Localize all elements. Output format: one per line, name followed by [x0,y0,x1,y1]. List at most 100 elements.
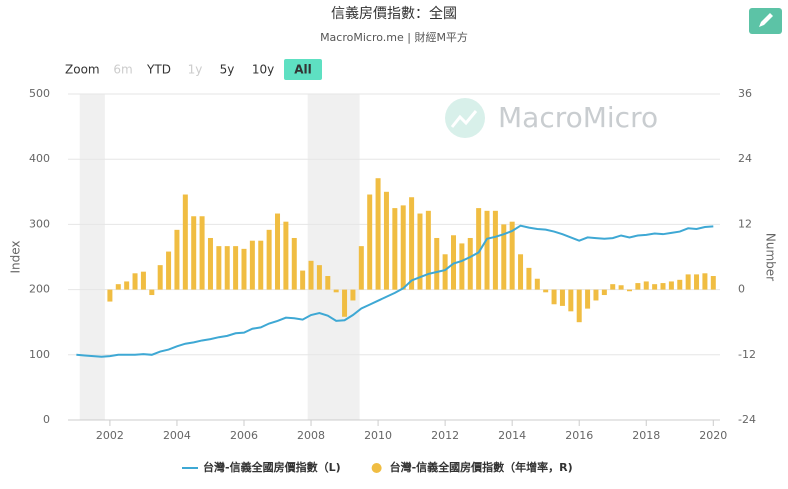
x-tick-label: 2014 [498,429,526,442]
x-tick-label: 2006 [230,429,258,442]
y-axis-label: Index [9,240,23,273]
bar [585,289,591,309]
range-button: 6m [113,63,132,77]
bar [492,210,498,290]
bar [157,265,163,290]
bar [476,208,482,290]
bar [668,281,674,290]
bar [182,194,188,290]
y-tick-label: 400 [29,152,50,165]
x-tick-label: 2004 [163,429,191,442]
bar [266,229,272,290]
y2-tick-label: -24 [738,413,756,426]
bar [216,246,222,290]
bar [275,213,281,290]
range-button[interactable]: 10y [252,63,274,77]
watermark-text: MacroMicro [498,101,658,134]
bar [166,251,172,290]
bar [241,248,247,290]
line [76,224,714,358]
range-button[interactable]: YTD [146,63,171,77]
bar [702,273,708,290]
bar [107,289,113,302]
y2-tick-label: 12 [738,217,752,230]
bar [626,289,632,292]
y-tick-label: 200 [29,283,50,296]
bar [677,279,683,290]
bar [199,216,205,290]
x-tick-label: 2016 [565,429,593,442]
bar [509,221,515,290]
bar [140,271,146,290]
watermark: MacroMicro [445,98,658,138]
bar [258,240,264,290]
y-tick-label: 500 [29,87,50,100]
watermark-logo-mark [450,110,478,128]
bar [342,289,348,317]
bar [409,197,415,290]
bar [115,284,121,290]
zoom-label: Zoom [65,63,100,77]
edit-icon[interactable] [759,13,773,27]
x-tick-label: 2008 [297,429,325,442]
bar [434,237,440,290]
y2-tick-label: 24 [738,152,752,165]
bar [300,270,306,290]
bar [358,246,364,290]
bar [174,229,180,290]
bar [551,289,557,305]
y2-tick-label: 36 [738,87,752,100]
y-tick-label: 300 [29,217,50,230]
x-tick-label: 2002 [96,429,124,442]
x-tick-label: 2012 [431,429,459,442]
bar [601,289,607,296]
range-button[interactable]: All [294,63,312,77]
legend-label[interactable]: 台灣-信義全國房價指數（年增率，R) [390,460,573,474]
edit-button[interactable] [749,8,782,34]
watermark-logo [445,98,485,138]
bar [207,237,213,290]
bar [694,274,700,290]
range-button[interactable]: 5y [220,63,235,77]
bar [534,278,540,290]
chart-title: 信義房價指數：全國 [331,5,457,22]
shaded-range [79,94,105,420]
bar [316,265,322,290]
range-button: 1y [188,63,203,77]
bar [383,191,389,290]
legend-symbol [371,463,382,473]
bar [350,289,356,301]
bar [635,283,641,290]
bar [518,254,524,290]
bar [425,210,431,290]
y-tick-label: 0 [43,413,50,426]
bar [501,224,507,290]
bar [367,194,373,290]
bar [568,289,574,312]
bar [124,281,130,290]
bar [417,213,423,290]
bar [652,284,658,290]
y-tick-label: 100 [29,348,50,361]
y2-axis-label: Number [764,233,778,281]
bar [467,237,473,290]
bar [710,276,716,290]
y2-tick-label: 0 [738,283,745,296]
bar [559,289,565,306]
bar [392,208,398,290]
bar [643,281,649,290]
bar [442,254,448,290]
bar [451,235,457,290]
bar [132,273,138,290]
legend-label[interactable]: 台灣-信義全國房價指數（L) [203,460,341,474]
bar [325,276,331,290]
bar [233,246,239,290]
y2-tick-label: -12 [738,348,756,361]
bar [249,240,255,290]
x-tick-label: 2010 [364,429,392,442]
bar [375,178,381,290]
x-tick-label: 2018 [632,429,660,442]
bar [576,289,582,323]
range-button-bg[interactable] [284,59,322,80]
bar [291,237,297,290]
